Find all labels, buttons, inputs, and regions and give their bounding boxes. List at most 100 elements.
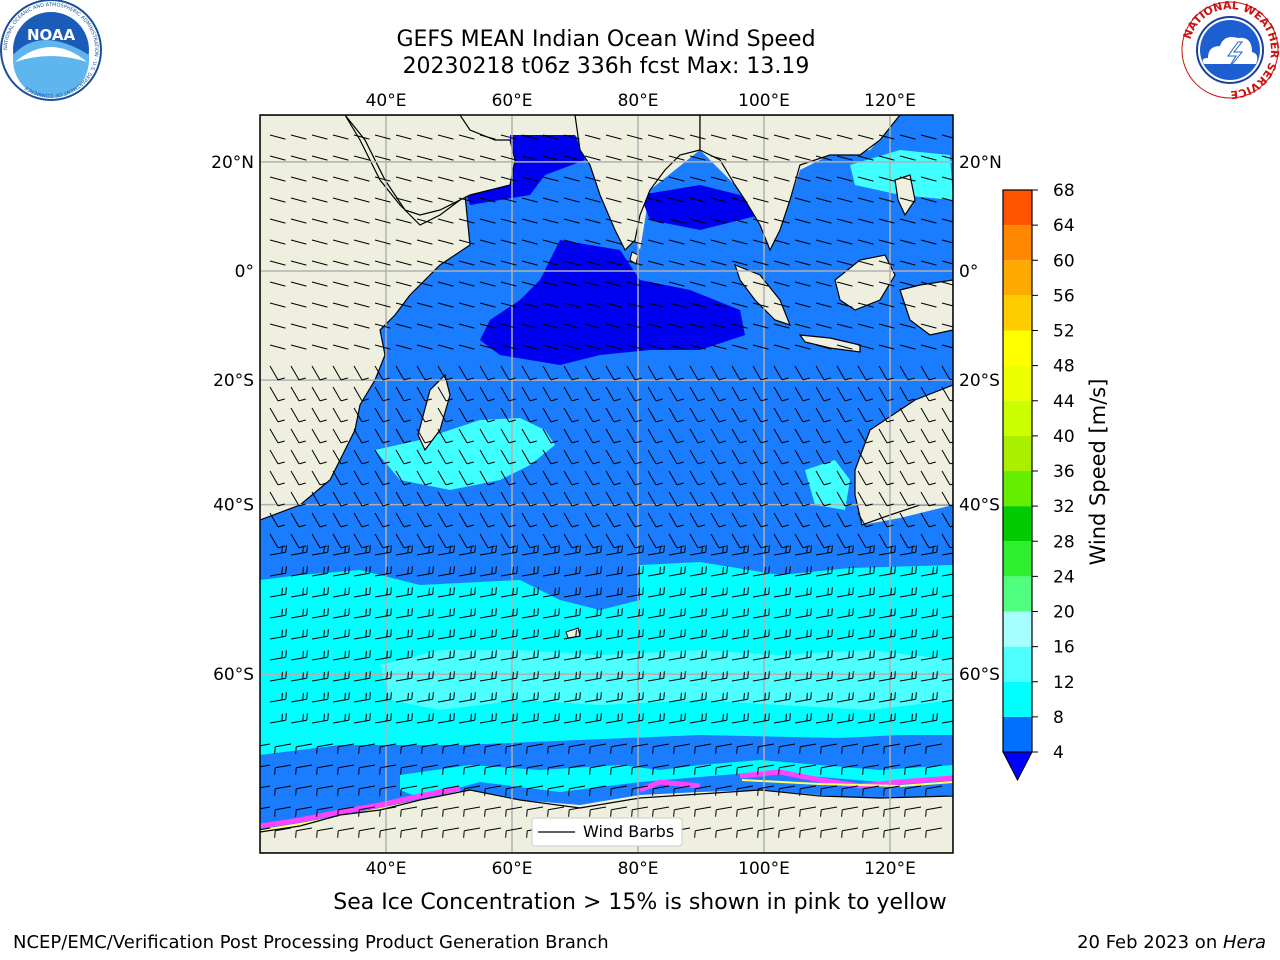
wind-barb bbox=[374, 155, 391, 161]
wind-barb bbox=[836, 365, 852, 381]
wind-barb bbox=[521, 239, 538, 245]
wind-barb bbox=[353, 566, 371, 577]
wind-barb bbox=[458, 176, 475, 182]
wind-barb bbox=[689, 608, 707, 619]
lat-label-left: 20°N bbox=[211, 153, 254, 173]
wind-barb bbox=[437, 650, 455, 661]
wind-barb bbox=[274, 764, 292, 775]
wind-barb bbox=[857, 344, 874, 350]
wind-barb bbox=[647, 608, 665, 619]
wind-barb bbox=[311, 281, 328, 287]
wind-barb bbox=[500, 386, 516, 402]
wind-barb bbox=[500, 671, 518, 682]
wind-barb bbox=[542, 491, 558, 507]
colorbar-tick-label: 20 bbox=[1053, 603, 1075, 623]
wind-barb bbox=[416, 428, 432, 444]
wind-barb bbox=[920, 134, 937, 140]
wind-barb bbox=[521, 533, 537, 549]
wind-barb bbox=[836, 323, 853, 329]
wind-barb bbox=[626, 650, 644, 661]
wind-barb bbox=[584, 566, 602, 577]
wind-barb bbox=[773, 650, 791, 661]
wind-barb bbox=[941, 218, 953, 223]
colorbar-tick-label: 36 bbox=[1053, 462, 1075, 482]
wind-barb bbox=[442, 785, 460, 796]
wind-barb bbox=[773, 239, 790, 245]
wind-barb bbox=[311, 650, 329, 661]
colorbar-tick-label: 16 bbox=[1053, 638, 1075, 658]
wind-barb bbox=[458, 608, 476, 619]
colorbar-segment bbox=[1003, 330, 1032, 366]
wind-barb bbox=[395, 239, 412, 245]
wind-barb bbox=[752, 428, 768, 444]
wind-barb bbox=[668, 671, 686, 682]
wind-barb bbox=[878, 587, 896, 598]
wind-barb bbox=[605, 692, 623, 703]
wind-barb bbox=[542, 428, 558, 444]
wind-barb bbox=[563, 260, 580, 266]
wind-barb bbox=[269, 365, 285, 381]
wind-barb bbox=[941, 449, 953, 465]
wind-barb bbox=[400, 827, 418, 838]
wind-barb bbox=[820, 806, 838, 817]
wind-barb bbox=[500, 344, 517, 350]
wind-barb bbox=[752, 197, 769, 203]
colorbar-tick-label: 52 bbox=[1053, 322, 1075, 342]
wind-barb bbox=[521, 344, 538, 350]
wind-barb bbox=[379, 785, 397, 796]
wind-barb bbox=[689, 281, 706, 287]
wind-barb bbox=[458, 428, 474, 444]
wind-barb bbox=[332, 512, 348, 528]
wind-barb bbox=[421, 806, 439, 817]
wind-barb bbox=[500, 302, 517, 308]
wind-barb bbox=[479, 386, 495, 402]
map-title: GEFS MEAN Indian Ocean Wind Speed bbox=[396, 27, 816, 52]
wind-barb bbox=[374, 239, 391, 245]
wind-barb bbox=[626, 386, 642, 402]
wind-barb bbox=[731, 155, 748, 161]
wind-barb bbox=[773, 323, 790, 329]
wind-barb bbox=[374, 566, 392, 577]
wind-barb bbox=[290, 323, 307, 329]
wind-barb bbox=[815, 260, 832, 266]
wind-barb bbox=[689, 386, 705, 402]
wind-barb bbox=[794, 344, 811, 350]
wind-barb bbox=[353, 323, 370, 329]
wind-barb bbox=[332, 470, 348, 486]
wind-barb bbox=[589, 806, 607, 817]
wind-barb bbox=[862, 764, 880, 775]
wind-barb bbox=[542, 239, 559, 245]
wind-barb bbox=[689, 512, 705, 528]
wind-barb bbox=[841, 806, 859, 817]
wind-barb bbox=[563, 197, 580, 203]
wind-barb bbox=[542, 302, 559, 308]
wind-barb bbox=[752, 449, 768, 465]
wind-barb bbox=[332, 155, 349, 161]
wind-barb bbox=[416, 650, 434, 661]
wind-barb bbox=[332, 281, 349, 287]
wind-barb bbox=[878, 629, 896, 640]
wind-barb bbox=[941, 470, 953, 486]
colorbar-tick-label: 48 bbox=[1053, 357, 1075, 377]
wind-barb bbox=[925, 785, 943, 796]
wind-barb bbox=[731, 260, 748, 266]
wind-barb bbox=[374, 302, 391, 308]
wind-barb bbox=[311, 449, 327, 465]
subtropical-patch-west bbox=[375, 418, 555, 490]
wind-barb bbox=[563, 239, 580, 245]
wind-barb bbox=[710, 428, 726, 444]
wind-barb bbox=[773, 545, 791, 556]
wind-barb bbox=[731, 239, 748, 245]
colorbar-segment bbox=[1003, 541, 1032, 577]
wind-barb bbox=[458, 491, 474, 507]
footer-machine: Hera bbox=[1222, 932, 1266, 953]
wind-barb bbox=[752, 512, 768, 528]
wind-barb bbox=[857, 713, 875, 724]
wind-barb bbox=[841, 827, 859, 838]
wind-barb bbox=[353, 407, 369, 423]
wind-barb bbox=[941, 699, 953, 703]
wind-barb bbox=[479, 134, 496, 140]
wind-barb bbox=[437, 344, 454, 350]
colorbar-segment bbox=[1003, 295, 1032, 331]
